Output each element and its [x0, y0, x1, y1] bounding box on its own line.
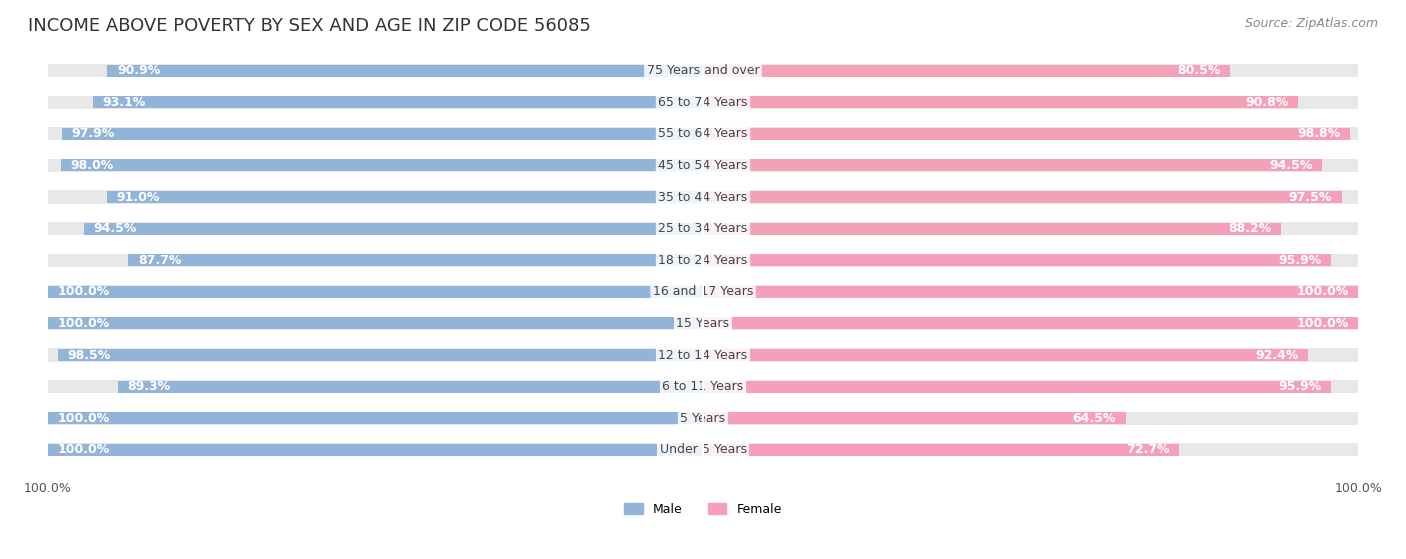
Text: 35 to 44 Years: 35 to 44 Years: [658, 191, 748, 203]
Bar: [703, 96, 1358, 109]
Bar: [703, 96, 1298, 108]
Text: 100.0%: 100.0%: [1296, 317, 1348, 330]
Bar: [703, 285, 1358, 299]
Text: 100.0%: 100.0%: [58, 412, 110, 425]
Bar: [48, 412, 703, 424]
Bar: [703, 254, 1331, 266]
Text: 90.8%: 90.8%: [1244, 96, 1288, 109]
Text: 93.1%: 93.1%: [103, 96, 146, 109]
Bar: [84, 222, 703, 235]
Bar: [703, 411, 1358, 425]
Bar: [48, 254, 703, 267]
Bar: [703, 349, 1309, 361]
Text: 100.0%: 100.0%: [1296, 285, 1348, 299]
Bar: [703, 65, 1230, 77]
Text: 55 to 64 Years: 55 to 64 Years: [658, 127, 748, 140]
Bar: [703, 128, 1350, 140]
Bar: [703, 64, 1358, 77]
Bar: [58, 349, 703, 361]
Text: INCOME ABOVE POVERTY BY SEX AND AGE IN ZIP CODE 56085: INCOME ABOVE POVERTY BY SEX AND AGE IN Z…: [28, 17, 591, 35]
Text: 65 to 74 Years: 65 to 74 Years: [658, 96, 748, 109]
Bar: [703, 191, 1341, 203]
Text: Under 5 Years: Under 5 Years: [659, 443, 747, 456]
Bar: [703, 127, 1358, 140]
Text: 45 to 54 Years: 45 to 54 Years: [658, 159, 748, 172]
Bar: [703, 159, 1322, 172]
Text: 98.8%: 98.8%: [1298, 127, 1340, 140]
Bar: [48, 318, 703, 329]
Text: 98.0%: 98.0%: [70, 159, 114, 172]
Bar: [48, 285, 703, 299]
Text: 100.0%: 100.0%: [58, 285, 110, 299]
Bar: [48, 348, 703, 362]
Text: 97.9%: 97.9%: [72, 127, 115, 140]
Bar: [48, 317, 703, 330]
Text: 89.3%: 89.3%: [128, 380, 170, 393]
Bar: [48, 64, 703, 77]
Bar: [48, 96, 703, 109]
Text: 16 and 17 Years: 16 and 17 Years: [652, 285, 754, 299]
Text: 100.0%: 100.0%: [58, 443, 110, 456]
Bar: [703, 380, 1358, 394]
Bar: [118, 381, 703, 392]
Text: 6 to 11 Years: 6 to 11 Years: [662, 380, 744, 393]
Bar: [48, 444, 703, 456]
Text: 72.7%: 72.7%: [1126, 443, 1170, 456]
Text: 18 to 24 Years: 18 to 24 Years: [658, 254, 748, 267]
Text: 12 to 14 Years: 12 to 14 Years: [658, 348, 748, 362]
Bar: [48, 411, 703, 425]
Bar: [62, 128, 703, 140]
Text: 95.9%: 95.9%: [1278, 380, 1322, 393]
Text: 64.5%: 64.5%: [1073, 412, 1116, 425]
Text: 91.0%: 91.0%: [117, 191, 160, 203]
Text: 90.9%: 90.9%: [117, 64, 160, 77]
Bar: [703, 318, 1358, 329]
Bar: [128, 254, 703, 266]
Bar: [48, 380, 703, 394]
Legend: Male, Female: Male, Female: [619, 498, 787, 521]
Bar: [60, 159, 703, 172]
Bar: [48, 443, 703, 457]
Bar: [703, 254, 1358, 267]
Text: 94.5%: 94.5%: [1270, 159, 1312, 172]
Text: 92.4%: 92.4%: [1256, 348, 1299, 362]
Bar: [48, 286, 703, 298]
Text: 75 Years and over: 75 Years and over: [647, 64, 759, 77]
Text: 25 to 34 Years: 25 to 34 Years: [658, 222, 748, 235]
Bar: [48, 159, 703, 172]
Bar: [703, 381, 1331, 392]
Bar: [48, 191, 703, 203]
Text: 87.7%: 87.7%: [138, 254, 181, 267]
Text: 15 Years: 15 Years: [676, 317, 730, 330]
Bar: [703, 222, 1358, 235]
Text: 98.5%: 98.5%: [67, 348, 111, 362]
Text: 100.0%: 100.0%: [58, 317, 110, 330]
Bar: [48, 127, 703, 140]
Bar: [703, 412, 1126, 424]
Text: 97.5%: 97.5%: [1289, 191, 1331, 203]
Bar: [703, 348, 1358, 362]
Text: 88.2%: 88.2%: [1227, 222, 1271, 235]
Bar: [703, 222, 1281, 235]
Text: 95.9%: 95.9%: [1278, 254, 1322, 267]
Bar: [703, 191, 1358, 203]
Bar: [703, 159, 1358, 172]
Bar: [107, 65, 703, 77]
Bar: [703, 286, 1358, 298]
Text: 5 Years: 5 Years: [681, 412, 725, 425]
Text: 94.5%: 94.5%: [94, 222, 136, 235]
Bar: [703, 444, 1180, 456]
Bar: [703, 443, 1358, 457]
Bar: [93, 96, 703, 108]
Bar: [703, 317, 1358, 330]
Bar: [48, 222, 703, 235]
Text: Source: ZipAtlas.com: Source: ZipAtlas.com: [1244, 17, 1378, 30]
Bar: [107, 191, 703, 203]
Text: 80.5%: 80.5%: [1177, 64, 1220, 77]
